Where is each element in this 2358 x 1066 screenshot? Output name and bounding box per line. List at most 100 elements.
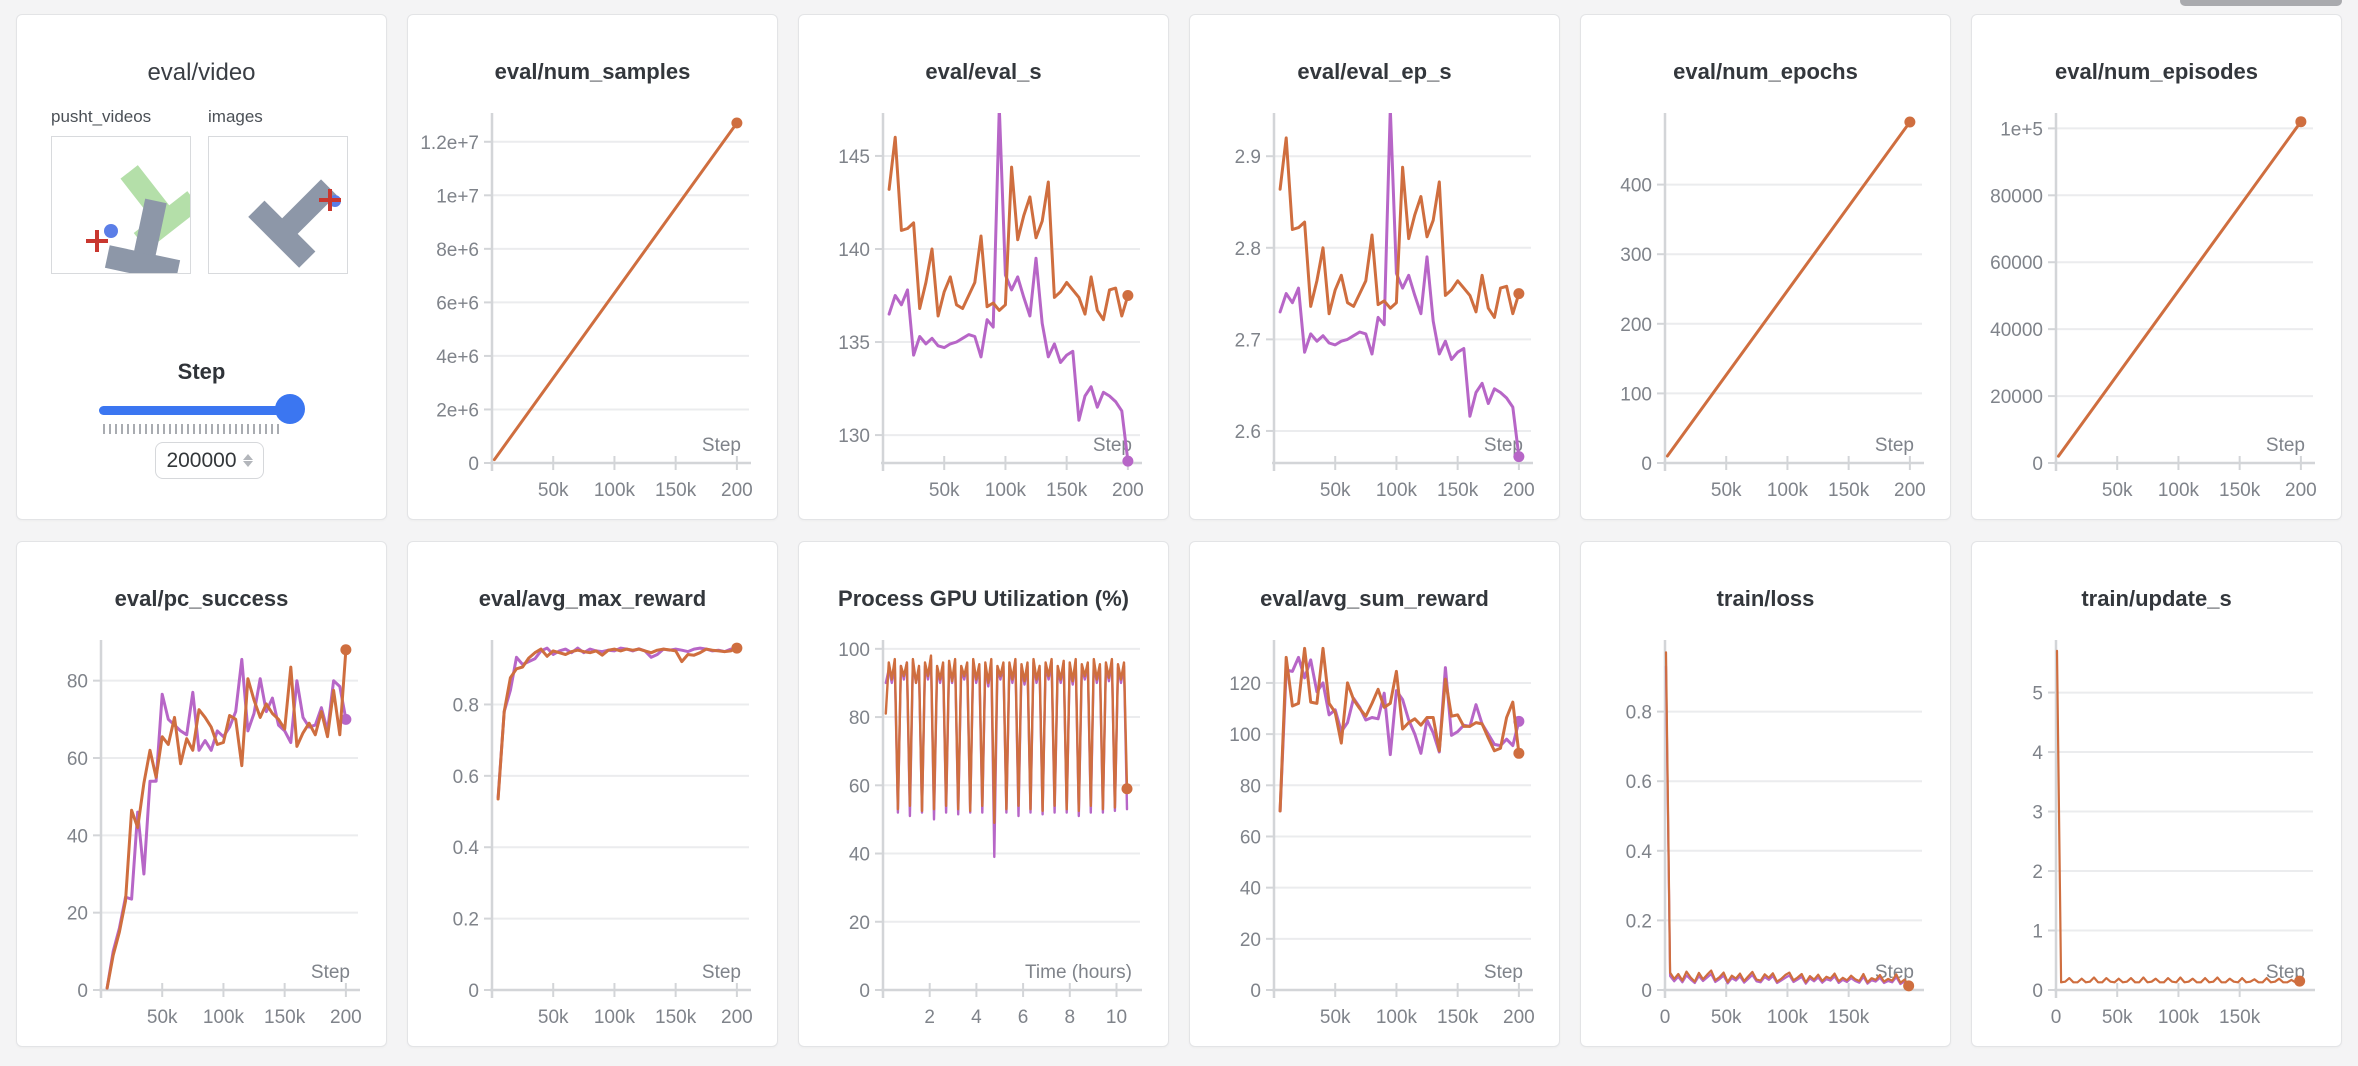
slider-track[interactable]: [99, 406, 296, 415]
svg-text:100k: 100k: [985, 480, 1027, 501]
svg-text:Step: Step: [2266, 962, 2305, 983]
media-row: pusht_videos: [51, 107, 348, 283]
svg-text:2e+6: 2e+6: [436, 400, 479, 421]
svg-text:200: 200: [1503, 480, 1535, 501]
svg-text:300: 300: [1620, 245, 1652, 266]
svg-text:200: 200: [2285, 480, 2317, 501]
panel-eval-eval-ep-s[interactable]: eval/eval_ep_s 2.6 2.7 2.8 2.9 50k 100k 150k 20…: [1189, 14, 1560, 520]
chart-eval-eval-s: 130 135 140 145 50k 100k 150k 200 Step: [838, 113, 1144, 501]
stepper-up-icon[interactable]: [242, 454, 253, 460]
pusht-image-frame-icon: [248, 179, 341, 268]
svg-text:200: 200: [1503, 1007, 1535, 1028]
panel-title: eval/num_epochs: [1673, 59, 1858, 84]
svg-text:150k: 150k: [2219, 1007, 2261, 1028]
svg-text:0: 0: [859, 981, 870, 1002]
panel-title: eval/avg_sum_reward: [1260, 586, 1489, 611]
svg-text:20: 20: [67, 904, 88, 925]
image-thumbnail[interactable]: [208, 136, 348, 274]
svg-text:Step: Step: [2266, 435, 2305, 456]
svg-text:200: 200: [330, 1007, 362, 1028]
svg-text:50k: 50k: [538, 480, 569, 501]
svg-text:4: 4: [2032, 743, 2043, 764]
svg-text:80: 80: [67, 672, 88, 693]
pusht-video-frame-icon: [86, 165, 201, 283]
svg-text:50k: 50k: [2102, 1007, 2133, 1028]
svg-text:50k: 50k: [1320, 480, 1351, 501]
scrollbar-remnant: [2180, 0, 2342, 6]
panel-gpu-utilization[interactable]: Process GPU Utilization (%) 0 20 40 60 80 100…: [798, 541, 1169, 1047]
svg-text:80: 80: [1240, 776, 1261, 797]
panel-train-update-s[interactable]: train/update_s 0 1 2 3 4 5 0 50k 100k 150k Step: [1971, 541, 2342, 1047]
panel-train-loss[interactable]: train/loss 0 0.2 0.4 0.6 0.8 0 50k 100k 150k Step: [1580, 541, 1951, 1047]
svg-text:50k: 50k: [929, 480, 960, 501]
stepper-down-icon[interactable]: [242, 461, 253, 467]
svg-text:8: 8: [1065, 1007, 1076, 1028]
svg-text:20000: 20000: [1990, 387, 2043, 408]
svg-text:20: 20: [849, 913, 870, 934]
svg-text:100k: 100k: [2158, 480, 2200, 501]
panel-eval-num-samples[interactable]: eval/num_samples 0 2e+6 4e+6 6e+6 8e+6 1e+7 1.…: [407, 14, 778, 520]
step-input-stepper[interactable]: [242, 454, 253, 467]
svg-text:130: 130: [838, 426, 870, 447]
svg-text:4e+6: 4e+6: [436, 347, 479, 368]
panel-eval-num-episodes[interactable]: eval/num_episodes 0 20000 40000 60000 80000 1…: [1971, 14, 2342, 520]
svg-text:150k: 150k: [264, 1007, 306, 1028]
svg-text:100k: 100k: [594, 1007, 636, 1028]
svg-text:8e+6: 8e+6: [436, 240, 479, 261]
svg-text:400: 400: [1620, 176, 1652, 197]
svg-text:Step: Step: [702, 962, 741, 983]
svg-text:100k: 100k: [203, 1007, 245, 1028]
svg-text:80: 80: [849, 708, 870, 729]
svg-text:0.2: 0.2: [1626, 911, 1652, 932]
panel-eval-num-epochs[interactable]: eval/num_epochs 0 100 200 300 400 50k 100k 150k…: [1580, 14, 1951, 520]
svg-text:2.7: 2.7: [1235, 330, 1261, 351]
svg-text:0: 0: [2032, 981, 2043, 1002]
slider-thumb[interactable]: [275, 394, 305, 424]
svg-text:6e+6: 6e+6: [436, 293, 479, 314]
chart-gpu-utilization: 0 20 40 60 80 100 2 4 6 8 10 Time (hours): [838, 640, 1142, 1028]
panel-eval-avg-sum-reward[interactable]: eval/avg_sum_reward 0 20 40 60 80 100 120 50k 10…: [1189, 541, 1560, 1047]
panel-eval-eval-s[interactable]: eval/eval_s 130 135 140 145 50k 100k 150k 200 St…: [798, 14, 1169, 520]
svg-text:60: 60: [1240, 827, 1261, 848]
svg-text:200: 200: [1112, 480, 1144, 501]
svg-text:0.2: 0.2: [453, 910, 479, 931]
svg-text:50k: 50k: [1711, 480, 1742, 501]
svg-text:80000: 80000: [1990, 186, 2043, 207]
step-slider-heading: Step: [177, 359, 226, 384]
panel-title: eval/video: [147, 59, 256, 86]
svg-text:1.2e+7: 1.2e+7: [420, 133, 479, 154]
svg-text:2: 2: [2032, 862, 2043, 883]
svg-text:0.6: 0.6: [453, 767, 479, 788]
svg-text:100k: 100k: [1376, 480, 1418, 501]
svg-text:50k: 50k: [2102, 480, 2133, 501]
media-label-images: images: [208, 107, 263, 126]
step-slider[interactable]: [99, 401, 296, 421]
svg-text:120: 120: [1229, 674, 1261, 695]
svg-text:200: 200: [1620, 315, 1652, 336]
chart-eval-avg-sum-reward: 0 20 40 60 80 100 120 50k 100k 150k 200 Step: [1229, 640, 1535, 1028]
svg-text:2.9: 2.9: [1235, 147, 1261, 168]
svg-text:150k: 150k: [2219, 480, 2261, 501]
panel-eval-pc-success[interactable]: eval/pc_success 0 20 40 60 80 50k 100k 150k 200 S…: [16, 541, 387, 1047]
svg-text:1e+7: 1e+7: [436, 186, 479, 207]
panel-eval-avg-max-reward[interactable]: eval/avg_max_reward 0 0.2 0.4 0.6 0.8 50k 100k…: [407, 541, 778, 1047]
panel-title: train/loss: [1716, 586, 1815, 611]
svg-text:0: 0: [77, 981, 88, 1002]
svg-text:0: 0: [1641, 981, 1652, 1002]
svg-text:10: 10: [1106, 1007, 1127, 1028]
svg-text:50k: 50k: [147, 1007, 178, 1028]
chart-eval-eval-ep-s: 2.6 2.7 2.8 2.9 50k 100k 150k 200 Step: [1235, 113, 1535, 501]
step-input[interactable]: 200000: [155, 442, 264, 479]
svg-text:1e+5: 1e+5: [2000, 119, 2043, 140]
svg-text:150k: 150k: [1828, 480, 1870, 501]
panel-eval-video[interactable]: eval/video pusht_videos: [16, 14, 387, 520]
panel-title: eval/num_episodes: [2055, 59, 2258, 84]
svg-text:100k: 100k: [594, 480, 636, 501]
svg-text:40: 40: [1240, 879, 1261, 900]
svg-text:Step: Step: [1484, 962, 1523, 983]
svg-text:200: 200: [1894, 480, 1926, 501]
svg-text:0.8: 0.8: [453, 695, 479, 716]
svg-text:60: 60: [67, 749, 88, 770]
video-thumbnail-pusht[interactable]: [51, 136, 201, 283]
svg-text:2.8: 2.8: [1235, 239, 1261, 260]
